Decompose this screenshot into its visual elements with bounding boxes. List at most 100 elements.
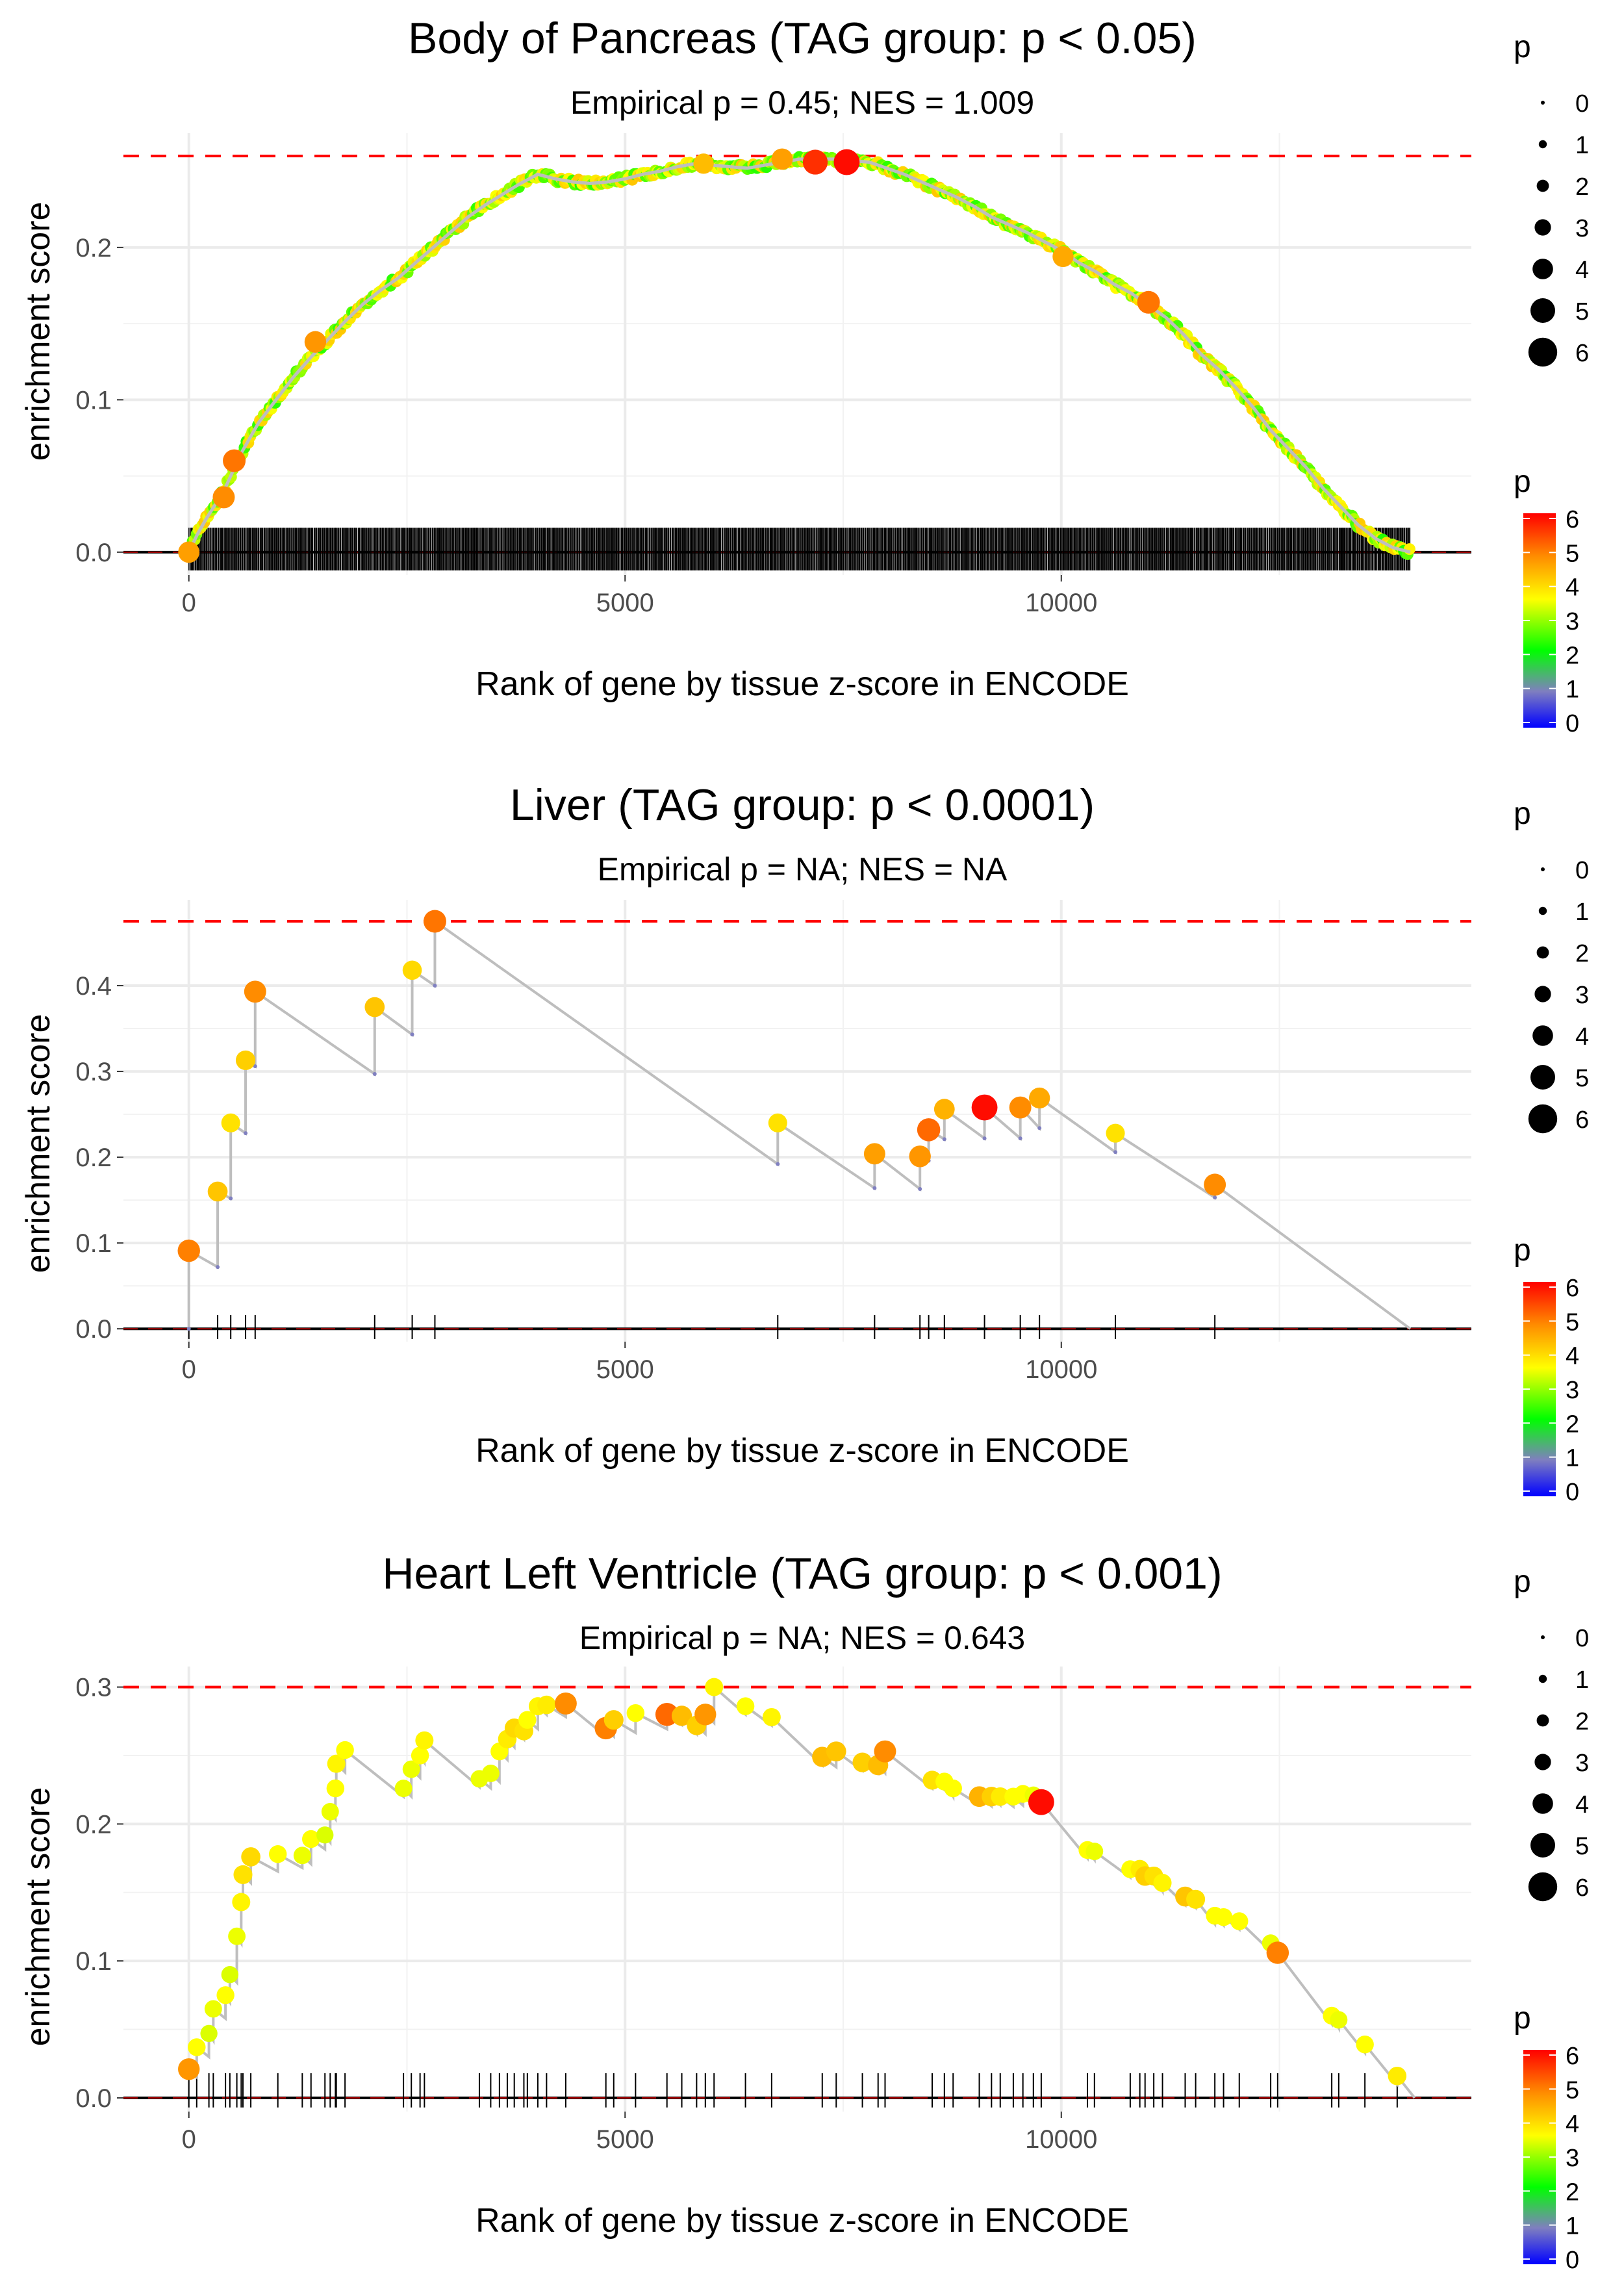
point — [316, 1826, 334, 1844]
size-legend-label: 5 — [1575, 298, 1589, 326]
point — [178, 541, 200, 563]
size-legend-label: 3 — [1575, 982, 1589, 1009]
size-legend-key — [1538, 140, 1547, 149]
x-tick-label: 0 — [182, 589, 196, 617]
x-tick-label: 10000 — [1025, 1355, 1097, 1384]
size-legend-key — [1532, 1793, 1553, 1814]
x-tick-label: 10000 — [1025, 589, 1097, 617]
point — [1388, 2066, 1407, 2086]
size-legend-key — [1532, 259, 1553, 279]
size-legend: 0 1 2 3 4 5 6 — [1528, 1625, 1589, 1902]
y-tick-label: 0.3 — [75, 1058, 112, 1086]
color-legend-label: 6 — [1566, 2043, 1579, 2070]
point — [1186, 1889, 1206, 1909]
point — [177, 1239, 200, 1262]
point — [852, 1752, 872, 1772]
color-legend-label: 6 — [1566, 506, 1579, 533]
size-legend-label: 1 — [1575, 132, 1589, 159]
point — [1028, 1789, 1054, 1815]
x-tick-label: 5000 — [596, 1355, 654, 1384]
point — [481, 1764, 500, 1782]
point — [917, 1118, 941, 1142]
point-small — [253, 1064, 257, 1069]
x-tick-label: 5000 — [596, 2125, 654, 2154]
point — [1052, 246, 1074, 268]
point — [603, 1710, 624, 1730]
color-legend-label: 3 — [1566, 608, 1579, 635]
x-tick-label: 0 — [182, 2125, 196, 2154]
point-small — [186, 1327, 191, 1331]
point — [736, 1697, 755, 1715]
point — [518, 1711, 537, 1729]
point-small — [872, 1186, 877, 1190]
point — [1356, 2036, 1374, 2054]
panel-title: Liver (TAG group: p < 0.0001) — [510, 780, 1095, 830]
plot-area: 0 5000 10000 0.0 0.1 0.2 — [75, 133, 1471, 617]
point — [244, 980, 266, 1003]
panel-heart-left-ventricle: Heart Left Ventricle (TAG group: p < 0.0… — [19, 1549, 1589, 2274]
point — [944, 1779, 962, 1798]
y-axis-label: enrichment score — [19, 1014, 57, 1273]
point — [293, 1846, 311, 1865]
size-legend-key — [1536, 946, 1549, 959]
legend: p 0 1 2 3 4 5 6 p 6 5 4 3 2 1 0 — [1514, 797, 1589, 1506]
color-legend-label: 0 — [1566, 2247, 1579, 2274]
point — [1029, 1087, 1050, 1109]
point — [235, 1050, 256, 1070]
plot-area: 0 5000 10000 0.0 0.1 0.2 0.3 0.4 — [75, 900, 1471, 1384]
point — [200, 2025, 218, 2043]
point — [394, 1780, 412, 1798]
size-legend-label: 6 — [1575, 1106, 1589, 1134]
point — [554, 1692, 577, 1715]
color-legend-label: 1 — [1566, 2213, 1579, 2240]
size-legend-label: 3 — [1575, 215, 1589, 242]
color-legend-title: p — [1514, 465, 1531, 499]
point-small — [410, 1032, 414, 1037]
point-small — [1113, 1150, 1118, 1155]
point-small — [1018, 1136, 1022, 1141]
point — [863, 1143, 885, 1165]
point — [705, 1678, 724, 1696]
size-legend-key — [1528, 337, 1558, 367]
size-legend-label: 1 — [1575, 899, 1589, 926]
point — [221, 1966, 239, 1984]
point — [207, 1181, 228, 1202]
point — [802, 149, 828, 175]
point — [909, 1145, 931, 1168]
x-tick-label: 5000 — [596, 589, 654, 617]
point — [693, 153, 714, 174]
point — [241, 1847, 260, 1867]
y-tick-label: 0.0 — [75, 539, 112, 567]
point — [1214, 1908, 1233, 1926]
size-legend-key — [1530, 1065, 1555, 1090]
color-legend: 6 5 4 3 2 1 0 — [1523, 506, 1579, 737]
size-legend-title: p — [1514, 30, 1531, 64]
point — [1266, 1941, 1289, 1964]
size-legend-key — [1532, 1025, 1553, 1046]
color-legend-label: 0 — [1566, 710, 1579, 737]
size-legend-key — [1534, 1754, 1551, 1770]
point — [233, 1865, 253, 1884]
size-legend-label: 0 — [1575, 1625, 1589, 1652]
color-legend-label: 2 — [1566, 642, 1579, 669]
size-legend-key — [1528, 1104, 1558, 1134]
legend: p 0 1 2 3 4 5 6 p 6 5 4 3 2 1 0 — [1514, 1565, 1589, 2274]
point-small — [776, 1162, 780, 1166]
point — [671, 1706, 692, 1726]
point-small — [229, 1196, 233, 1201]
x-tick-label: 10000 — [1025, 2125, 1097, 2154]
size-legend-key — [1530, 1833, 1555, 1858]
size-legend-label: 5 — [1575, 1065, 1589, 1092]
size-legend-title: p — [1514, 797, 1531, 831]
size-legend-key — [1536, 1714, 1549, 1727]
size-legend-label: 6 — [1575, 340, 1589, 367]
size-legend-key — [1534, 986, 1551, 1003]
es-path — [187, 157, 1411, 554]
point — [626, 1704, 645, 1722]
color-legend-label: 4 — [1566, 1343, 1579, 1370]
color-legend-label: 2 — [1566, 2178, 1579, 2206]
point-small — [372, 1072, 377, 1077]
point — [336, 1741, 354, 1759]
size-legend-label: 3 — [1575, 1750, 1589, 1777]
